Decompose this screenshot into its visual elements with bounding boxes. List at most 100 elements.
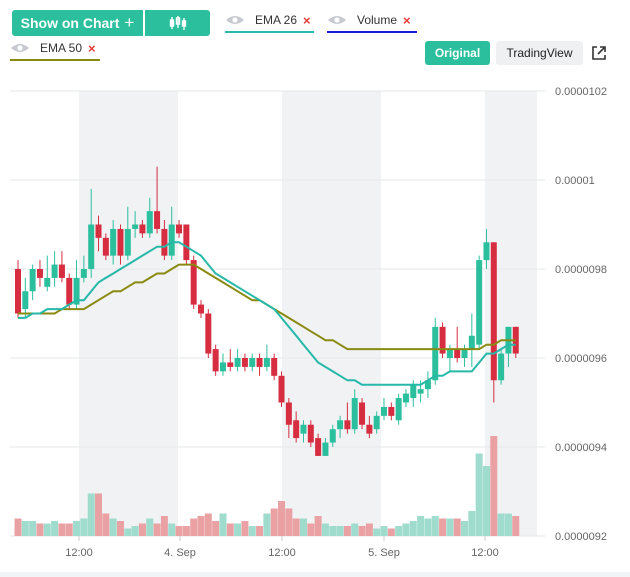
candle-body bbox=[446, 349, 453, 358]
legend-volume[interactable]: Volume × bbox=[327, 9, 417, 33]
volume-bar bbox=[80, 518, 88, 536]
candle-body bbox=[66, 277, 73, 305]
candle-body bbox=[424, 380, 431, 390]
volume-bar bbox=[58, 523, 66, 536]
volume-bar bbox=[226, 523, 234, 536]
volume-bar bbox=[153, 523, 161, 536]
candle-body bbox=[337, 420, 344, 430]
candle-body bbox=[402, 393, 409, 403]
show-on-chart-label: Show on Chart bbox=[20, 15, 120, 31]
volume-bar bbox=[212, 521, 220, 536]
volume-bar bbox=[336, 526, 344, 536]
eye-icon[interactable] bbox=[10, 42, 30, 54]
volume-bar bbox=[387, 528, 395, 536]
volume-bar bbox=[263, 513, 271, 536]
candle-body bbox=[212, 349, 219, 372]
legend-label: Volume bbox=[357, 13, 398, 27]
volume-bar bbox=[248, 526, 256, 536]
ema26-line bbox=[18, 241, 516, 386]
candle-body bbox=[132, 224, 139, 229]
volume-bar bbox=[373, 528, 381, 536]
candle-body bbox=[307, 424, 314, 443]
candle-body bbox=[315, 438, 322, 456]
legend-label: EMA 26 bbox=[255, 13, 298, 27]
y-tick-label: 0.00001 bbox=[555, 175, 595, 187]
candle-body bbox=[154, 211, 161, 229]
volume-bar bbox=[182, 526, 190, 536]
volume-bar bbox=[409, 521, 417, 536]
day-band bbox=[79, 91, 178, 536]
original-button[interactable]: Original bbox=[425, 41, 490, 65]
volume-bar bbox=[402, 523, 410, 536]
volume-bar bbox=[146, 518, 154, 536]
candle-body bbox=[80, 269, 87, 278]
volume-bar bbox=[270, 508, 278, 536]
volume-bar bbox=[43, 523, 51, 536]
scrollbar[interactable] bbox=[0, 572, 630, 577]
y-tick-label: 0.0000094 bbox=[555, 442, 607, 454]
candle-body bbox=[410, 384, 417, 399]
candle-body bbox=[285, 402, 292, 425]
volume-bar bbox=[461, 521, 469, 536]
volume-bar bbox=[116, 521, 124, 536]
show-on-chart-button[interactable]: Show on Chart + bbox=[12, 10, 143, 36]
volume-bar bbox=[321, 523, 329, 536]
volume-bar bbox=[29, 521, 37, 536]
y-tick-label: 0.0000092 bbox=[555, 531, 607, 543]
volume-bar bbox=[424, 518, 432, 536]
legend-ema50[interactable]: EMA 50 × bbox=[10, 37, 100, 61]
candle-body bbox=[58, 264, 65, 278]
volume-bar bbox=[482, 466, 490, 536]
volume-bar bbox=[497, 513, 505, 536]
candle-body bbox=[15, 269, 21, 314]
candle-body bbox=[498, 353, 505, 381]
expand-icon[interactable] bbox=[590, 44, 608, 62]
volume-bar bbox=[190, 518, 198, 536]
candle-body bbox=[388, 406, 395, 416]
volume-bar bbox=[102, 513, 110, 536]
x-tick-label: 5. Sep bbox=[368, 547, 400, 559]
candle-body bbox=[198, 304, 204, 314]
plus-icon: + bbox=[124, 13, 135, 32]
volume-bar bbox=[73, 521, 81, 536]
legend-ema26[interactable]: EMA 26 × bbox=[225, 9, 314, 33]
volume-bar bbox=[292, 518, 300, 536]
candle-body bbox=[322, 442, 329, 456]
candle-body bbox=[22, 291, 29, 310]
volume-bar bbox=[395, 526, 403, 536]
candle-body bbox=[249, 358, 256, 367]
candle-body bbox=[205, 313, 212, 354]
eye-icon[interactable] bbox=[225, 14, 245, 26]
volume-bar bbox=[343, 526, 351, 536]
close-icon[interactable]: × bbox=[303, 12, 311, 28]
candle-body bbox=[51, 264, 58, 278]
candle-body bbox=[102, 237, 109, 256]
close-icon[interactable]: × bbox=[88, 40, 96, 56]
volume-bar bbox=[175, 526, 183, 536]
volume-bar bbox=[65, 523, 73, 536]
x-tick-label: 12:00 bbox=[268, 547, 296, 559]
indicators-button[interactable] bbox=[145, 10, 210, 36]
eye-icon[interactable] bbox=[327, 14, 347, 26]
volume-bar bbox=[380, 526, 388, 536]
tradingview-button[interactable]: TradingView bbox=[496, 41, 583, 65]
volume-bar bbox=[358, 526, 366, 536]
volume-bar bbox=[197, 516, 205, 536]
volume-bar bbox=[21, 521, 29, 536]
volume-bar bbox=[490, 436, 498, 536]
candle-body bbox=[88, 224, 95, 269]
candle-body bbox=[329, 429, 336, 443]
volume-bar bbox=[204, 513, 212, 536]
close-icon[interactable]: × bbox=[403, 12, 411, 28]
volume-bar bbox=[431, 516, 439, 536]
candle-body bbox=[227, 362, 234, 367]
volume-bar bbox=[285, 508, 293, 536]
candle-body bbox=[461, 349, 468, 358]
candle-body bbox=[344, 420, 351, 430]
volume-bar bbox=[160, 516, 168, 536]
volume-bar bbox=[351, 523, 359, 536]
candle-body bbox=[432, 326, 439, 381]
candle-body bbox=[190, 260, 197, 305]
volume-bar bbox=[512, 516, 520, 536]
